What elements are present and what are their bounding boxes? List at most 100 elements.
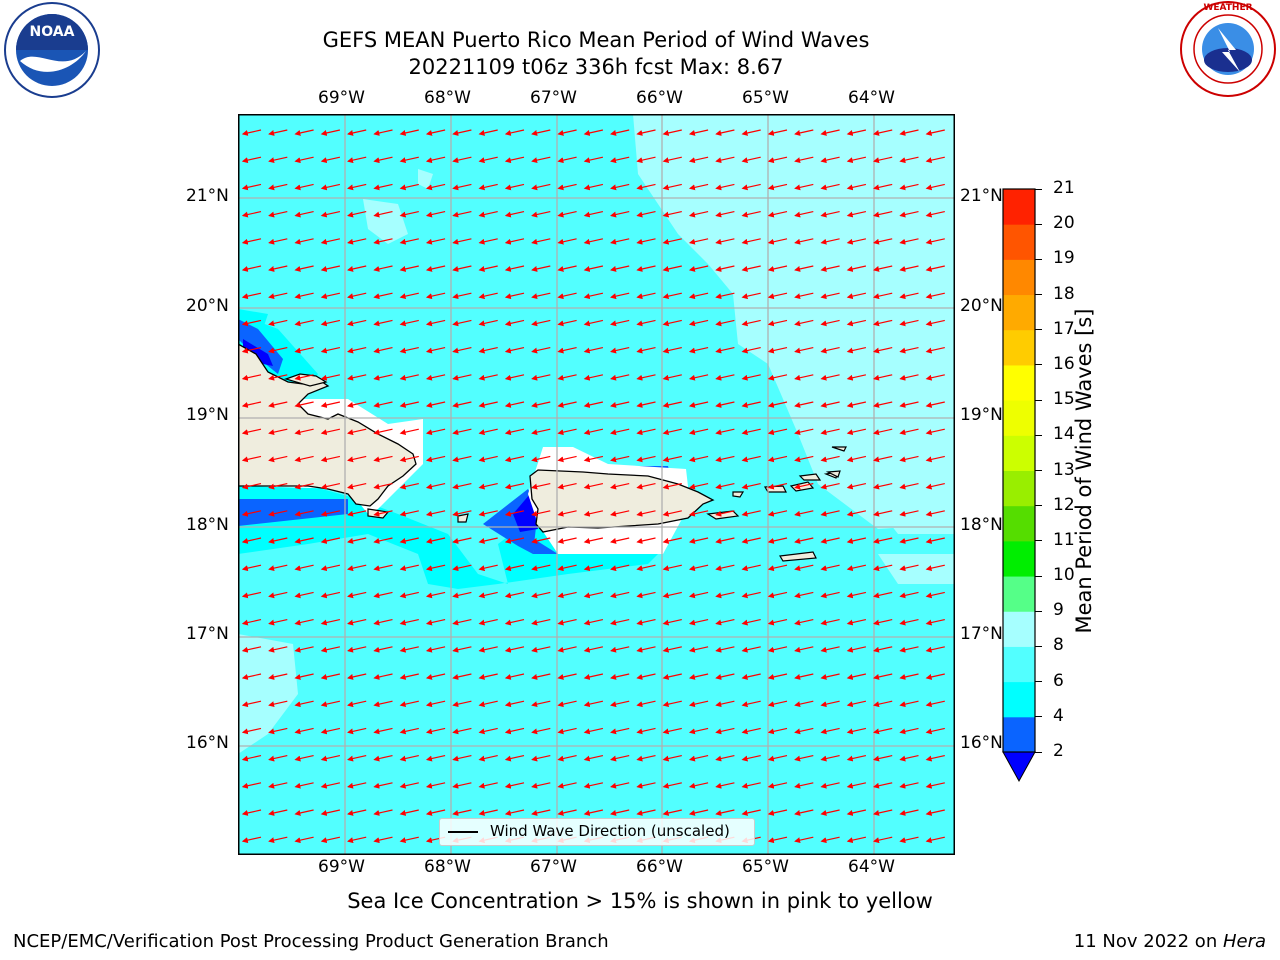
wind-wave-arrow bbox=[583, 537, 604, 544]
colorbar-tick-label: 12 bbox=[1053, 494, 1075, 515]
wind-wave-arrow bbox=[452, 483, 472, 490]
wind-wave-arrow bbox=[820, 129, 840, 136]
wind-wave-arrow bbox=[794, 727, 814, 735]
wind-wave-arrow bbox=[820, 483, 840, 490]
wind-wave-arrow bbox=[610, 755, 630, 762]
wind-wave-arrow bbox=[557, 211, 577, 218]
wind-wave-arrow bbox=[452, 265, 472, 272]
wind-wave-arrow bbox=[715, 156, 735, 164]
wind-wave-arrow bbox=[294, 510, 314, 517]
wind-wave-arrow bbox=[347, 455, 367, 463]
lon-label-bottom-67w: 67°W bbox=[530, 857, 577, 877]
wind-wave-arrow bbox=[294, 755, 314, 762]
wind-wave-arrow bbox=[662, 374, 682, 381]
wind-wave-arrow bbox=[452, 183, 472, 191]
wind-wave-arrow bbox=[373, 755, 393, 762]
wind-wave-arrow bbox=[610, 673, 630, 680]
wind-wave-arrow bbox=[504, 401, 525, 408]
wind-wave-arrow bbox=[767, 673, 788, 680]
wind-wave-arrow bbox=[873, 401, 893, 408]
colorbar-swatch bbox=[1003, 329, 1035, 366]
wind-wave-arrow bbox=[478, 619, 498, 626]
wind-wave-arrow bbox=[688, 510, 709, 517]
wind-wave-arrow bbox=[478, 374, 498, 381]
wind-wave-arrow bbox=[268, 646, 288, 653]
colorbar-tick-label: 19 bbox=[1053, 248, 1075, 269]
colorbar-swatch bbox=[1003, 681, 1035, 718]
wind-wave-arrow bbox=[925, 183, 945, 191]
wind-wave-arrow bbox=[820, 401, 840, 408]
wind-wave-arrow bbox=[241, 564, 262, 572]
wind-wave-arrow bbox=[715, 673, 735, 680]
colorbar-tick-label: 15 bbox=[1053, 389, 1075, 410]
wind-wave-arrow bbox=[425, 646, 446, 653]
wind-wave-arrow bbox=[873, 292, 893, 300]
wind-wave-arrow bbox=[294, 700, 314, 708]
wind-wave-arrow bbox=[636, 428, 656, 436]
wind-wave-arrow bbox=[373, 292, 393, 300]
wind-wave-arrow bbox=[320, 483, 341, 490]
wind-wave-arrow bbox=[399, 564, 419, 572]
wind-wave-arrow bbox=[794, 564, 814, 572]
wind-wave-arrow bbox=[583, 646, 604, 653]
wind-wave-arrow bbox=[347, 265, 367, 272]
wind-wave-arrow bbox=[399, 510, 419, 517]
colorbar-tick-mark bbox=[1035, 470, 1042, 471]
wind-wave-arrow bbox=[715, 183, 735, 191]
wind-wave-arrow bbox=[636, 156, 656, 164]
wind-wave-arrow bbox=[373, 510, 393, 517]
wind-wave-arrow bbox=[899, 510, 919, 517]
wind-wave-arrow bbox=[767, 700, 788, 708]
wind-wave-arrow bbox=[636, 374, 656, 381]
wind-wave-arrow bbox=[662, 401, 682, 408]
wind-wave-arrow bbox=[478, 265, 498, 272]
wind-wave-arrow bbox=[504, 727, 525, 735]
lon-label-top-64w: 64°W bbox=[848, 88, 895, 108]
wind-wave-arrow bbox=[425, 292, 446, 300]
wind-wave-arrow bbox=[899, 727, 919, 735]
wind-wave-arrow bbox=[531, 591, 551, 599]
wind-wave-arrow bbox=[846, 755, 867, 762]
wind-wave-arrow bbox=[741, 183, 761, 191]
colorbar-tick-mark bbox=[1035, 505, 1042, 507]
wind-wave-arrow bbox=[899, 156, 919, 164]
wind-wave-arrow bbox=[294, 564, 314, 572]
colorbar-tick-mark bbox=[1035, 188, 1042, 190]
colorbar-swatch bbox=[1003, 505, 1035, 542]
vieques-island bbox=[706, 510, 740, 520]
wind-wave-arrow bbox=[820, 319, 840, 327]
wind-wave-arrow bbox=[531, 782, 551, 789]
wind-wave-arrow bbox=[846, 591, 867, 599]
wind-wave-arrow bbox=[294, 238, 314, 245]
wind-wave-arrow bbox=[873, 591, 893, 599]
wind-wave-arrow bbox=[741, 564, 761, 572]
wind-wave-arrow bbox=[320, 455, 341, 463]
wind-wave-arrow bbox=[268, 727, 288, 735]
wind-wave-arrow bbox=[347, 211, 367, 218]
lat-label-right-19n: 19°N bbox=[960, 405, 1003, 425]
wind-wave-arrow bbox=[767, 455, 788, 463]
wind-wave-arrow bbox=[662, 646, 682, 653]
colorbar-tick-mark bbox=[1035, 751, 1042, 753]
wind-wave-arrow bbox=[583, 292, 604, 300]
wind-wave-arrow bbox=[268, 265, 288, 272]
colorbar-swatch bbox=[1003, 364, 1035, 401]
wind-wave-arrow bbox=[662, 129, 682, 136]
wind-wave-arrow bbox=[478, 455, 498, 463]
wind-wave-arrow bbox=[504, 809, 525, 816]
wind-wave-period-map bbox=[238, 114, 955, 855]
wind-wave-arrow bbox=[241, 347, 262, 354]
wind-wave-arrow bbox=[899, 183, 919, 191]
wind-wave-arrow bbox=[662, 591, 682, 599]
wind-wave-arrow bbox=[557, 374, 577, 381]
wind-wave-arrow bbox=[425, 564, 446, 572]
wind-wave-arrow bbox=[925, 836, 945, 844]
wind-wave-arrow bbox=[399, 673, 419, 680]
wind-wave-arrow bbox=[478, 564, 498, 572]
wind-wave-arrow bbox=[531, 211, 551, 218]
colorbar-tick-mark bbox=[1035, 258, 1042, 260]
wind-wave-arrow bbox=[846, 374, 867, 381]
wind-wave-arrow bbox=[241, 455, 262, 463]
wind-wave-arrow bbox=[557, 591, 577, 599]
wind-wave-arrow bbox=[504, 591, 525, 599]
